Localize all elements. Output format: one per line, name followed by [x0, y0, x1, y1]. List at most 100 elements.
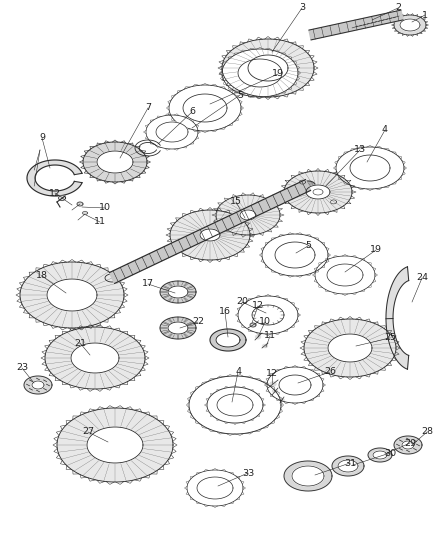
Text: 12: 12	[266, 368, 278, 377]
Text: 4: 4	[235, 367, 241, 376]
Text: 20: 20	[236, 297, 248, 306]
Text: 25: 25	[384, 334, 396, 343]
Polygon shape	[87, 427, 143, 463]
Ellipse shape	[262, 344, 268, 348]
Text: 21: 21	[74, 338, 86, 348]
Text: 10: 10	[259, 318, 271, 327]
Text: 10: 10	[99, 204, 111, 213]
Ellipse shape	[272, 390, 278, 392]
Polygon shape	[207, 387, 263, 423]
Text: 15: 15	[230, 198, 242, 206]
Polygon shape	[216, 195, 280, 235]
Text: 4: 4	[382, 125, 388, 134]
Polygon shape	[160, 317, 196, 339]
Text: 31: 31	[344, 458, 356, 467]
Polygon shape	[386, 267, 409, 369]
Text: 16: 16	[219, 308, 231, 317]
Polygon shape	[327, 264, 363, 286]
Ellipse shape	[59, 196, 66, 200]
Polygon shape	[110, 180, 311, 284]
Polygon shape	[27, 160, 82, 196]
Polygon shape	[240, 210, 256, 220]
Polygon shape	[156, 122, 188, 142]
Polygon shape	[187, 470, 243, 506]
Ellipse shape	[77, 202, 83, 206]
Polygon shape	[336, 147, 404, 189]
Polygon shape	[238, 59, 282, 87]
Polygon shape	[45, 327, 145, 389]
Text: 2: 2	[395, 4, 401, 12]
Text: 26: 26	[324, 367, 336, 376]
Polygon shape	[306, 185, 330, 199]
Polygon shape	[97, 151, 133, 173]
Polygon shape	[368, 448, 392, 462]
Ellipse shape	[270, 382, 276, 386]
Polygon shape	[57, 408, 173, 482]
Polygon shape	[200, 229, 220, 241]
Polygon shape	[262, 234, 328, 276]
Polygon shape	[197, 477, 233, 499]
Text: 19: 19	[272, 69, 284, 78]
Polygon shape	[222, 39, 314, 97]
Text: 6: 6	[189, 108, 195, 117]
Polygon shape	[146, 115, 198, 149]
Polygon shape	[210, 329, 246, 351]
Text: 12: 12	[252, 302, 264, 311]
Text: 11: 11	[94, 217, 106, 227]
Polygon shape	[20, 262, 124, 328]
Ellipse shape	[255, 335, 261, 339]
Polygon shape	[350, 155, 390, 181]
Polygon shape	[301, 181, 315, 189]
Polygon shape	[169, 85, 241, 131]
Polygon shape	[315, 256, 375, 294]
Polygon shape	[309, 10, 403, 40]
Text: 24: 24	[416, 273, 428, 282]
Polygon shape	[217, 394, 253, 416]
Text: 1: 1	[422, 11, 428, 20]
Polygon shape	[279, 375, 311, 395]
Text: 7: 7	[145, 103, 151, 112]
Polygon shape	[248, 55, 288, 81]
Polygon shape	[71, 343, 119, 373]
Text: 13: 13	[354, 146, 366, 155]
Text: 23: 23	[16, 364, 28, 373]
Text: 22: 22	[192, 318, 204, 327]
Polygon shape	[400, 19, 420, 31]
Text: 30: 30	[384, 448, 396, 457]
Text: 12: 12	[49, 189, 61, 198]
Polygon shape	[252, 305, 284, 325]
Polygon shape	[328, 334, 372, 362]
Ellipse shape	[280, 399, 284, 401]
Polygon shape	[275, 242, 315, 268]
Polygon shape	[394, 436, 422, 454]
Text: 18: 18	[36, 271, 48, 280]
Text: 9: 9	[39, 133, 45, 142]
Text: 5: 5	[305, 241, 311, 251]
Polygon shape	[394, 15, 426, 35]
Polygon shape	[207, 387, 263, 423]
Polygon shape	[338, 460, 358, 472]
Text: 33: 33	[242, 469, 254, 478]
Ellipse shape	[250, 323, 256, 327]
Text: 19: 19	[370, 246, 382, 254]
Polygon shape	[24, 376, 52, 394]
Polygon shape	[222, 49, 298, 97]
Text: 29: 29	[404, 439, 416, 448]
Polygon shape	[183, 94, 227, 122]
Polygon shape	[189, 376, 281, 434]
Text: 11: 11	[264, 332, 276, 341]
Polygon shape	[267, 367, 323, 403]
Polygon shape	[168, 322, 188, 334]
Polygon shape	[373, 451, 387, 459]
Text: 27: 27	[82, 427, 94, 437]
Polygon shape	[332, 456, 364, 476]
Polygon shape	[83, 142, 147, 182]
Ellipse shape	[82, 212, 88, 214]
Polygon shape	[238, 296, 298, 334]
Polygon shape	[292, 466, 324, 486]
Polygon shape	[168, 286, 188, 298]
Polygon shape	[105, 274, 119, 282]
Polygon shape	[32, 381, 44, 389]
Polygon shape	[284, 171, 352, 213]
Polygon shape	[160, 281, 196, 303]
